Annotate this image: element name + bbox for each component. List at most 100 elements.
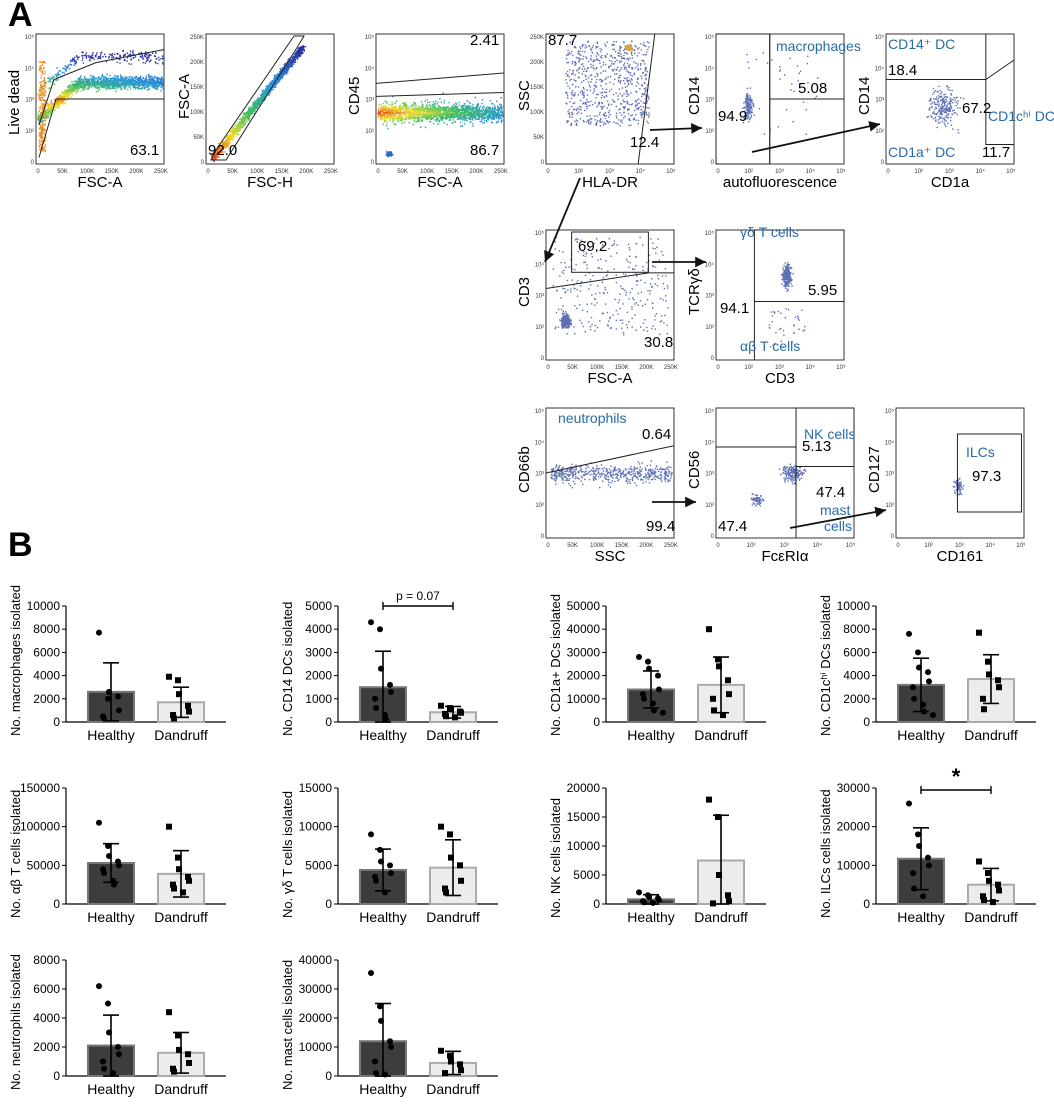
x-tick-label: 0: [36, 169, 40, 175]
x-tick-label: 0: [716, 543, 720, 549]
bar-chart-svg: 0 2000 4000 6000 8000 10000 Healthy Dandruff: [27, 599, 226, 743]
data-point: [996, 684, 1002, 691]
gate-frequency: 97.3: [972, 468, 1002, 485]
data-point: [976, 858, 982, 865]
data-point: [711, 707, 717, 714]
data-point: [980, 893, 986, 900]
gate-frequency: 63.1: [130, 142, 160, 159]
x-tick-label: 50K: [567, 543, 578, 549]
data-point: [457, 862, 463, 869]
data-point: [186, 1059, 192, 1066]
x-tick-label: 150K: [275, 169, 289, 175]
data-point: [655, 672, 661, 679]
category-label: Healthy: [897, 727, 944, 743]
data-point: [378, 858, 384, 865]
data-point: [105, 843, 111, 849]
y-tick-label: 0: [863, 897, 870, 911]
gate-frequency: 87.7: [548, 32, 578, 49]
y-tick-label: 10³: [705, 472, 714, 478]
y-tick-label: 200K: [530, 60, 544, 66]
bar-chart-svg: 0 1000 2000 3000 4000 5000 Healthy Dandruff p = …: [305, 589, 498, 743]
gate-frequency: 12.4: [630, 134, 660, 151]
y-tick-label: 10000: [837, 858, 871, 872]
bar-chart-svg: 0 50000 100000 150000 Healthy Dandruff: [20, 781, 226, 925]
flow-x-axis-label: autofluorescence: [722, 174, 838, 191]
y-tick-label: 3000: [305, 645, 332, 659]
x-tick-label: 100K: [80, 169, 94, 175]
data-point: [916, 843, 922, 849]
category-label: Dandruff: [964, 909, 1018, 925]
x-tick-label: 0: [546, 169, 550, 175]
significance-annotation: p = 0.07: [382, 589, 454, 610]
error-bar: [375, 650, 391, 723]
category-label: Dandruff: [426, 1081, 480, 1097]
data-point: [382, 712, 388, 719]
gate-frequency: 47.4: [718, 518, 748, 535]
data-point: [115, 693, 121, 700]
y-tick-label: 10⁴: [705, 65, 715, 72]
y-tick-label: 8000: [843, 622, 870, 636]
category-label: Dandruff: [154, 1081, 208, 1097]
data-point: [660, 709, 666, 716]
y-tick-label: 0: [325, 897, 332, 911]
y-tick-label: 50000: [567, 599, 601, 613]
gate-frequency: 69.2: [578, 238, 608, 255]
x-tick-label: 150K: [445, 169, 459, 175]
data-point: [387, 1038, 393, 1045]
bar-y-axis-label: No. γδ T cells isolated: [280, 791, 295, 918]
x-tick-label: 150K: [615, 543, 629, 549]
data-point: [378, 665, 384, 672]
x-tick-label: 10³: [605, 169, 614, 175]
x-tick-label: 10⁵: [836, 168, 846, 175]
y-tick-label: 250K: [530, 35, 544, 41]
flow-plot-svg: 0 10² 10³ 10⁴ 10⁵ 0 10² 10³ 10⁴ 10⁵: [875, 33, 1016, 175]
y-tick-label: 0: [325, 715, 332, 729]
data-point: [710, 695, 716, 702]
y-tick-label: 10⁵: [885, 408, 895, 415]
y-tick-label: 0: [371, 160, 375, 166]
data-point: [438, 1047, 444, 1054]
data-point: [115, 1044, 121, 1050]
bar-chart: 0 50000 100000 150000 Healthy Dandruff: [20, 781, 226, 925]
panel-b-label: B: [8, 526, 33, 564]
y-tick-label: 10000: [837, 599, 871, 613]
flow-plot-svg: 0 10² 10³ 10⁴ 10⁵ 0 50K 100K 150K 200K 250K: [530, 33, 676, 175]
y-tick-label: 10⁴: [885, 439, 895, 446]
flow-x-axis-label: SSC: [594, 548, 626, 565]
data-point: [447, 1052, 453, 1059]
data-point: [116, 862, 122, 869]
data-point: [925, 854, 931, 861]
flow-x-axis-label: HLA-DR: [582, 174, 638, 191]
y-tick-label: 10²: [875, 129, 884, 135]
bar-y-axis-label: No. αβ T cells isolated: [8, 789, 23, 918]
data-point: [985, 870, 991, 877]
y-tick-label: 0: [891, 534, 895, 540]
population-label: cells: [824, 518, 853, 534]
y-tick-label: 50K: [193, 135, 204, 141]
data-point: [382, 889, 388, 896]
error-bar: [445, 839, 461, 897]
category-label: Dandruff: [154, 727, 208, 743]
data-point: [976, 629, 982, 636]
data-point: [636, 654, 642, 661]
data-point: [166, 1009, 172, 1016]
y-tick-label: 10000: [299, 820, 333, 834]
gate-frequency: 86.7: [470, 142, 500, 159]
data-point: [911, 885, 917, 892]
data-point: [175, 854, 181, 861]
y-tick-label: 20000: [837, 820, 871, 834]
data-point: [458, 1067, 464, 1074]
y-tick-label: 10⁵: [25, 34, 35, 41]
data-point: [171, 1068, 177, 1075]
gate-frequency: 5.08: [798, 80, 828, 97]
y-tick-label: 10³: [705, 98, 714, 104]
y-tick-label: 30000: [299, 982, 333, 996]
data-point: [171, 715, 177, 722]
gate-frequency: 30.8: [644, 334, 674, 351]
data-point: [438, 823, 444, 830]
data-point: [706, 626, 712, 633]
bar-chart: 0 2000 4000 6000 8000 Healthy Dandruff: [33, 953, 226, 1097]
x-tick-label: 0: [546, 365, 550, 371]
bar-y-axis-label: No. neutrophils isolated: [8, 954, 23, 1090]
population-label: CD14⁺ DC: [888, 36, 956, 52]
